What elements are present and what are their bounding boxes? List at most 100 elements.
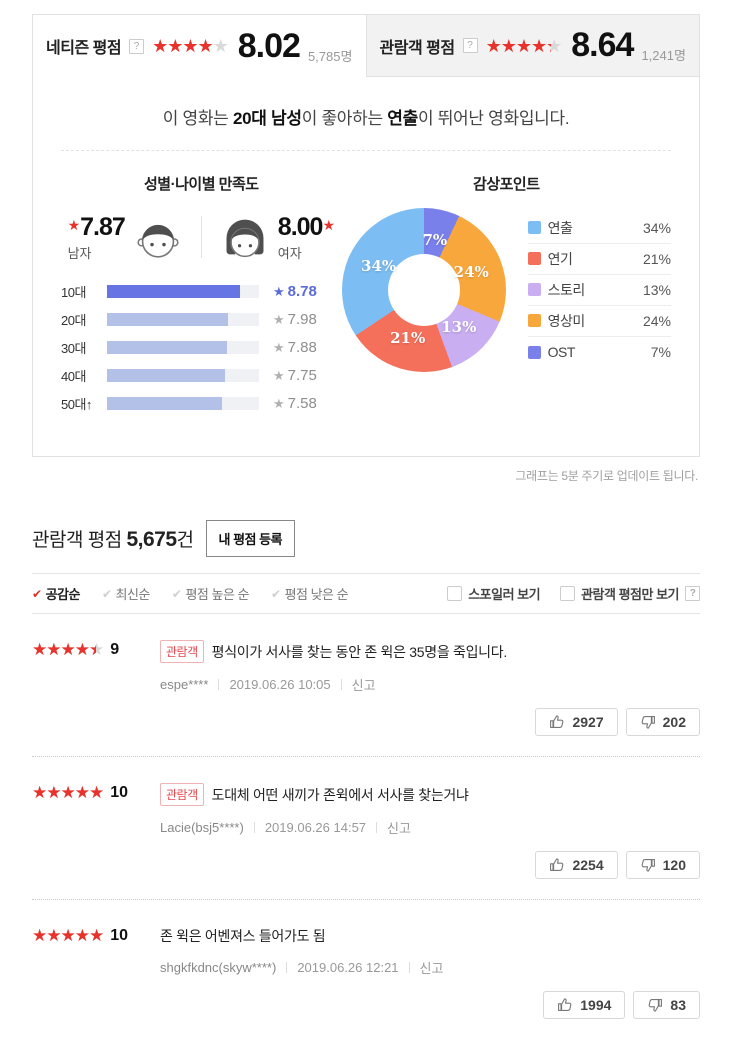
tab-netizen-rating[interactable]: 네티즌 평점 ? ★★★★★★★★★★ 8.02 5,785명 <box>33 15 366 77</box>
help-icon[interactable]: ? <box>462 38 478 53</box>
age-label: 10대 <box>61 285 86 300</box>
sentiment-donut-chart: 7% 24% 13% 21% 34% <box>341 208 506 372</box>
rating-summary-box: 네티즌 평점 ? ★★★★★★★★★★ 8.02 5,785명 관람객 평점 ?… <box>32 14 700 457</box>
sort-option[interactable]: ✔ 최신순 <box>102 584 150 603</box>
legend-label: OST <box>547 344 576 360</box>
donut-slice-label: 34% <box>361 256 397 275</box>
star-rating: ★★★★★★★★★★ <box>32 927 104 944</box>
report-link[interactable]: 신고 <box>419 961 444 976</box>
dislike-button[interactable]: 202 <box>625 708 700 736</box>
age-bar-track <box>107 341 259 354</box>
divider <box>200 216 202 258</box>
summary-sentence: 이 영화는 20대 남성이 좋아하는 연출이 뛰어난 영화입니다. <box>61 77 671 151</box>
star-base: ★★★★★ <box>32 783 104 802</box>
male-icon <box>137 224 179 258</box>
dislike-count: 120 <box>662 857 686 873</box>
divider <box>376 822 378 833</box>
star-fill: ★★★★★ <box>152 37 213 55</box>
age-bar-row: 10대 ★ 8.78 <box>61 282 342 301</box>
age-bar-fill <box>107 285 241 298</box>
like-button[interactable]: 2927 <box>535 708 618 736</box>
legend-value: 34% <box>642 219 671 236</box>
satisfaction-title: 성별·나이별 만족도 <box>144 176 259 193</box>
review-author: Lacie(bsj5****) <box>160 820 244 835</box>
review-item: ★★★★★ ★★★★★ 10 존 윅은 어벤져스 들어가도 됨 shgkfkdnc(sk… <box>32 900 700 1039</box>
legend-color-chip <box>527 221 541 234</box>
review-rating: ★★★★★ ★★★★★ 10 <box>32 926 160 1019</box>
sort-label: 평점 낮은 순 <box>284 587 349 602</box>
age-satisfaction-bars: 10대 ★ 8.78 20대 ★ 7.98 30대 ★ 7.88 40대 ★ 7.75 50대↑ ★ 7.5… <box>61 282 342 413</box>
star-base: ★★★★★ <box>152 36 229 56</box>
age-bar-track <box>107 397 259 410</box>
star-icon: ★ <box>273 396 285 411</box>
check-icon: ✔ <box>32 586 42 601</box>
dislike-button[interactable]: 120 <box>625 851 700 879</box>
filter-option[interactable]: 스포일러 보기 <box>447 584 541 603</box>
donut-slice-label: 13% <box>441 317 477 336</box>
review-text: 존 윅은 어벤져스 들어가도 됨 <box>160 928 326 944</box>
age-bar-fill <box>107 313 229 326</box>
report-link[interactable]: 신고 <box>387 821 411 836</box>
review-author: shgkfkdnc(skyw****) <box>160 960 277 975</box>
review-text-line: 관람객 도대체 어떤 새끼가 존윅에서 서사를 찾는거냐 <box>160 783 700 806</box>
summary-text: 연출 <box>387 109 418 128</box>
filter-option[interactable]: 관람객 평점만 보기? <box>560 584 700 603</box>
review-rating: ★★★★★★★★★★ 9 <box>32 640 160 736</box>
filter-label: 관람객 평점만 보기 <box>581 587 679 602</box>
thumbs-down-icon <box>641 859 655 872</box>
age-label: 20대 <box>61 313 86 328</box>
age-bar-row: 30대 ★ 7.88 <box>61 338 342 357</box>
reviews-title: 관람객 평점 5,675건 <box>32 528 194 551</box>
review-date: 2019.06.26 12:21 <box>297 960 399 975</box>
help-icon[interactable]: ? <box>685 586 700 601</box>
sort-option[interactable]: ✔ 평점 낮은 순 <box>271 584 349 603</box>
sort-option[interactable]: ✔ 공감순 <box>32 584 80 603</box>
thumbs-down-icon <box>649 999 663 1012</box>
check-icon: ✔ <box>101 586 112 601</box>
audience-reviews-section: 관람객 평점 5,675건 내 평점 등록 ✔ 공감순 ✔ 최신순 ✔ 평점 높은 순 ✔ 평… <box>32 520 700 1039</box>
star-fill: ★★★★★ <box>32 641 96 658</box>
like-button[interactable]: 1994 <box>543 991 626 1019</box>
dislike-count: 83 <box>670 997 686 1013</box>
review-item: ★★★★★★★★★★ 9 관람객 평식이가 서사를 찾는 동안 존 윅은 35명을 죽… <box>32 614 700 757</box>
dislike-button[interactable]: 83 <box>633 991 700 1019</box>
report-link[interactable]: 신고 <box>351 678 376 693</box>
register-rating-button[interactable]: 내 평점 등록 <box>205 520 296 557</box>
dislike-count: 202 <box>662 714 686 730</box>
review-score: 10 <box>110 927 128 944</box>
legend-label: 스토리 <box>547 281 586 298</box>
age-bar-fill <box>107 369 225 382</box>
male-score: ★7.87 <box>67 212 126 241</box>
legend-label: 연출 <box>547 219 573 236</box>
age-bar-row: 50대↑ ★ 7.58 <box>61 394 342 413</box>
sort-option[interactable]: ✔ 평점 높은 순 <box>171 584 250 603</box>
checkbox[interactable] <box>560 586 576 601</box>
tab-audience-rating[interactable]: 관람객 평점 ? ★★★★★★★★★★ 8.64 1,241명 <box>365 15 699 77</box>
review-author: espe**** <box>160 677 209 692</box>
legend-item: OST 7% <box>527 337 671 368</box>
help-icon[interactable]: ? <box>129 38 145 54</box>
age-bar-track <box>107 285 259 298</box>
donut-slice-label: 24% <box>453 262 489 281</box>
review-item: ★★★★★ ★★★★★ 10 관람객 도대체 어떤 새끼가 존윅에서 서사를 찾는거냐 L… <box>32 757 700 900</box>
review-body: 관람객 도대체 어떤 새끼가 존윅에서 서사를 찾는거냐 Lacie(bsj5***… <box>160 783 700 879</box>
check-icon: ✔ <box>171 586 182 601</box>
star-base: ★★★★★ <box>32 640 104 659</box>
star-rating: ★★★★★★★★★★ <box>32 783 104 802</box>
checkbox[interactable] <box>447 586 463 601</box>
female-label: 여자 <box>277 245 302 261</box>
review-text: 도대체 어떤 새끼가 존윅에서 서사를 찾는거냐 <box>211 786 469 803</box>
filter-label: 스포일러 보기 <box>468 587 541 602</box>
age-bar-track <box>107 313 259 326</box>
review-text-line: 관람객 평식이가 서사를 찾는 동안 존 윅은 35명을 죽입니다. <box>160 640 700 663</box>
thumbs-up-icon <box>558 998 572 1011</box>
legend-value: 7% <box>650 344 671 360</box>
donut-hole <box>387 254 460 326</box>
like-button[interactable]: 2254 <box>535 851 618 879</box>
male-score-block: ★7.87 남자 <box>68 212 183 262</box>
review-meta: espe**** 2019.06.26 10:05 신고 <box>160 675 700 694</box>
legend-item: 연기 21% <box>527 244 671 275</box>
age-bar-fill <box>107 397 223 410</box>
age-score: ★ 7.98 <box>273 311 317 328</box>
